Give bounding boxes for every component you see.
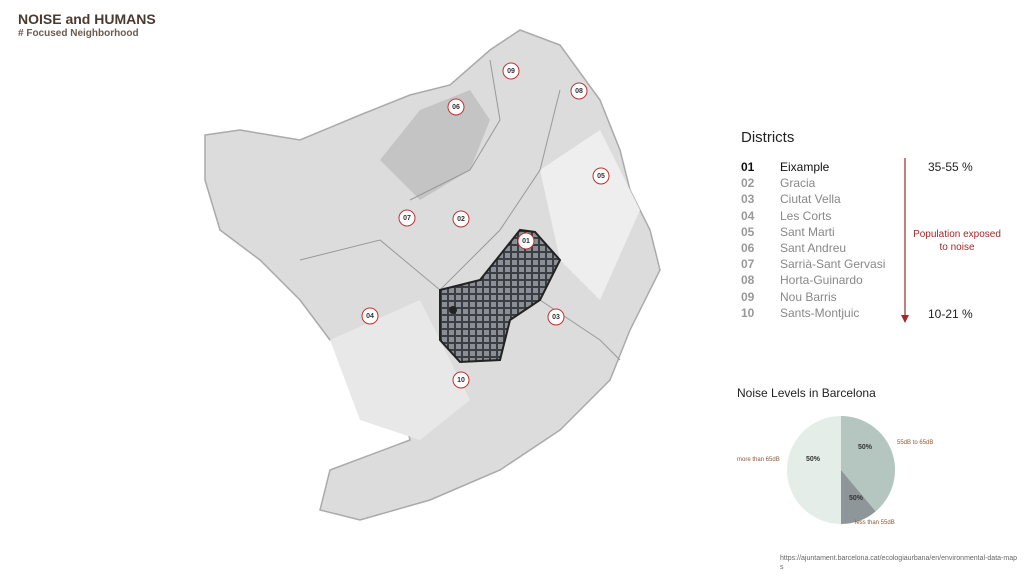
marker-label: 08 xyxy=(575,88,583,95)
pie xyxy=(787,416,896,524)
marker xyxy=(449,306,457,314)
marker xyxy=(502,62,520,80)
arrow-head xyxy=(901,315,909,323)
marker xyxy=(361,307,379,325)
pie-slice xyxy=(787,416,841,524)
marker xyxy=(517,232,535,250)
marker-label: 02 xyxy=(457,216,465,223)
marker-label: 09 xyxy=(507,68,515,75)
marker-label: 06 xyxy=(452,104,460,111)
pie-slice xyxy=(841,416,896,512)
marker xyxy=(547,308,565,326)
map xyxy=(204,29,661,521)
slice-name: less than 55dB xyxy=(855,520,895,526)
marker-label: 03 xyxy=(552,314,560,321)
subtitle: # Focused Neighborhood xyxy=(18,28,139,39)
district-name: Sants-Montjuic xyxy=(780,305,860,320)
district-area xyxy=(380,90,490,200)
district-number: 07 xyxy=(741,257,755,272)
district-name: Nou Barris xyxy=(780,289,837,304)
pie-slice xyxy=(841,470,876,524)
slice-label: 50% xyxy=(806,456,821,463)
marker-label: 05 xyxy=(597,173,605,180)
district-border xyxy=(409,59,501,201)
district-number: 03 xyxy=(741,192,755,207)
marker-label: 01 xyxy=(522,238,530,245)
marker-label: 10 xyxy=(457,377,465,384)
marker xyxy=(452,371,470,389)
marker-label: 07 xyxy=(403,215,411,222)
district-name: Sant Marti xyxy=(780,224,835,239)
eixample xyxy=(439,228,562,364)
arrow-label: Population exposed to noise xyxy=(913,229,1001,253)
district-name: Ciutat Vella xyxy=(780,192,841,207)
source: https://ajuntament.barcelona.cat/ecologi… xyxy=(780,555,1017,571)
district-number: 08 xyxy=(741,273,755,288)
district-number: 05 xyxy=(741,224,755,239)
district-name: Gracia xyxy=(780,176,816,191)
district-markers: 01 02 03 04 05 06 07 08 09 10 xyxy=(361,62,610,389)
district-number: 06 xyxy=(741,241,755,255)
district-name: Horta-Guinardo xyxy=(780,273,863,288)
slice-name: more than 65dB xyxy=(737,457,780,463)
district-border xyxy=(299,89,561,291)
district-number: 09 xyxy=(741,289,755,304)
marker xyxy=(570,82,588,100)
district-number: 04 xyxy=(741,208,755,223)
slice-label: 50% xyxy=(849,495,864,502)
marker xyxy=(447,98,465,116)
range-top: 35-55 % xyxy=(928,160,973,174)
marker xyxy=(398,209,416,227)
marker xyxy=(452,210,470,228)
district-name: Sant Andreu xyxy=(780,241,847,255)
district-number: 10 xyxy=(741,305,755,320)
slice-label: 50% xyxy=(858,444,873,451)
district-area xyxy=(540,130,640,300)
marker xyxy=(592,167,610,185)
district-number: 01 xyxy=(741,160,755,174)
district-name: Sarrià-Sant Gervasi xyxy=(780,257,886,272)
district-area xyxy=(330,300,470,440)
pie-title: Noise Levels in Barcelona xyxy=(737,386,876,400)
district-name: Les Corts xyxy=(780,208,832,223)
range-bottom: 10-21 % xyxy=(928,307,973,321)
marker-label: 04 xyxy=(366,313,374,320)
district-number: 02 xyxy=(741,176,755,191)
slice-name: 55dB to 65dB xyxy=(897,440,934,446)
districts-heading: Districts xyxy=(741,129,795,146)
district-name: Eixample xyxy=(780,160,830,174)
title: NOISE and HUMANS xyxy=(18,11,156,27)
